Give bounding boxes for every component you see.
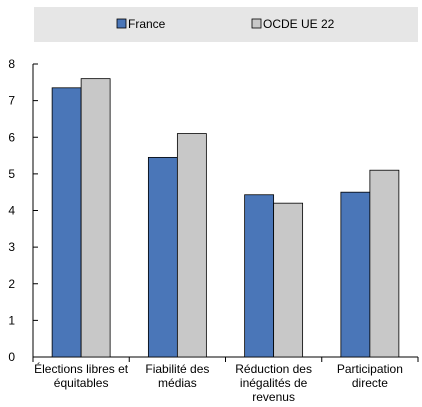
y-tick-label: 1 [8,313,15,327]
bar-france-0 [51,87,82,358]
legend-label-ocde: OCDE UE 22 [263,17,335,31]
legend-background [34,7,418,42]
bar-france-2 [244,194,275,358]
y-tick-label: 3 [8,240,15,254]
x-category-label-3: Participation directe [337,362,403,390]
bar-france-3 [340,191,371,358]
bar-ocde-2 [273,202,304,358]
bars [51,78,400,358]
x-category-label-line: inégalités de [240,376,308,390]
y-tick-label: 5 [8,167,15,181]
y-tick-label: 8 [8,57,15,71]
y-axis-tick-labels: 0 1 2 3 4 5 6 7 8 [8,57,15,364]
x-category-label-line: Participation [337,362,403,376]
y-tick-label: 7 [8,94,15,108]
bar-ocde-0 [80,78,111,358]
legend-swatch-france [116,18,127,29]
bar-ocde-3 [369,169,400,358]
x-axis-category-labels: Élections libres et équitables Fiabilité d… [34,361,403,404]
x-category-label-line: directe [352,376,388,390]
x-category-label-line: Réduction des [235,362,312,376]
legend: France OCDE UE 22 [34,7,418,42]
x-category-label-1: Fiabilité des médias [145,362,209,390]
y-tick-label: 4 [8,204,15,218]
x-category-label-0: Élections libres et équitables [34,361,129,390]
x-category-label-line: équitables [54,376,109,390]
x-category-label-2: Réduction des inégalités de revenus [235,362,312,404]
x-category-label-line: Fiabilité des [145,362,209,376]
legend-label-france: France [128,17,166,31]
x-category-label-line: médias [158,376,197,390]
y-tick-label: 0 [8,350,15,364]
x-category-label-line: Élections libres et [34,361,129,376]
legend-swatch-ocde [251,18,262,29]
x-category-label-line: revenus [252,390,295,404]
bar-ocde-1 [176,133,207,358]
bar-france-1 [147,156,178,358]
y-tick-label: 6 [8,130,15,144]
y-tick-label: 2 [8,277,15,291]
